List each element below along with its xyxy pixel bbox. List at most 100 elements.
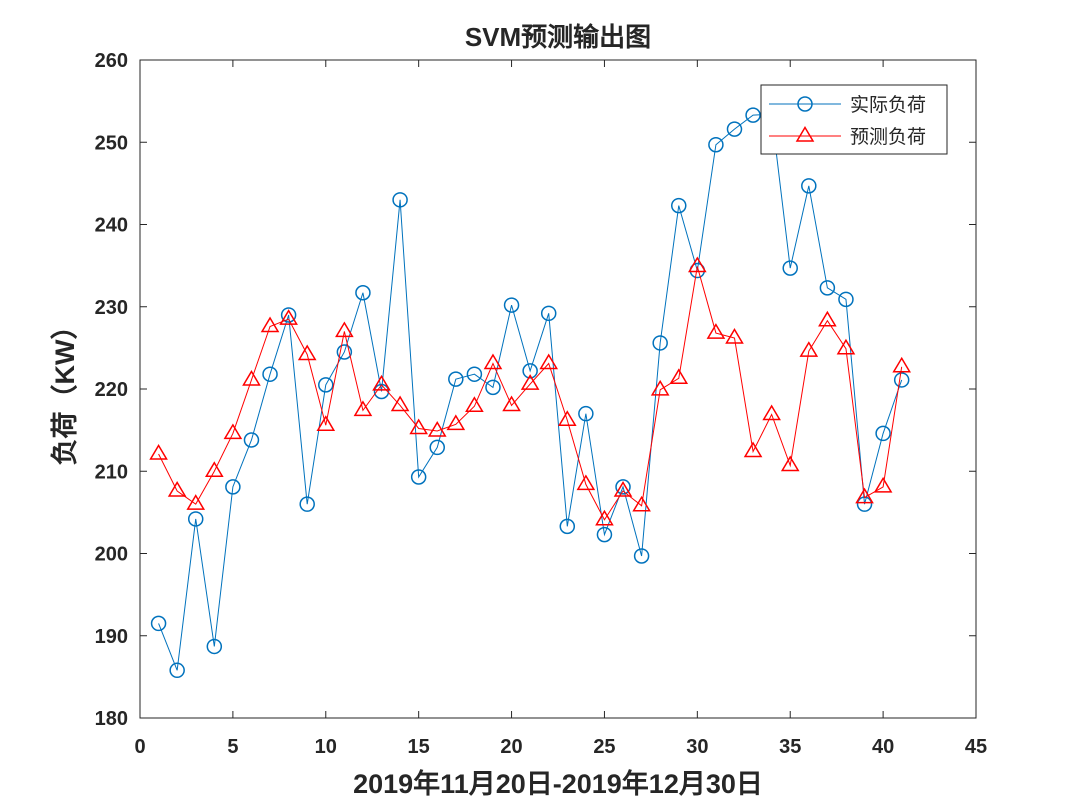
y-tick-label: 180 bbox=[95, 708, 128, 730]
data-point bbox=[522, 363, 538, 379]
y-tick-label: 240 bbox=[95, 215, 128, 237]
x-axis: 0 5 10 15 20 25 30 35 40 45 bbox=[134, 60, 987, 758]
data-point bbox=[745, 107, 761, 123]
data-point bbox=[688, 256, 707, 273]
data-point bbox=[335, 321, 354, 338]
data-point bbox=[875, 425, 891, 442]
data-point bbox=[465, 396, 484, 413]
data-point bbox=[167, 481, 187, 497]
data-point bbox=[557, 410, 577, 427]
data-point bbox=[799, 341, 819, 357]
data-point bbox=[242, 369, 261, 386]
data-point bbox=[353, 400, 373, 417]
data-point bbox=[708, 136, 724, 153]
series-layer bbox=[149, 106, 912, 679]
x-tick-label: 40 bbox=[872, 736, 894, 758]
y-axis-label: 负荷（KW） bbox=[50, 313, 80, 466]
data-point bbox=[615, 479, 631, 495]
data-point bbox=[318, 377, 334, 393]
data-point bbox=[225, 479, 241, 495]
data-point bbox=[260, 316, 280, 333]
data-point bbox=[299, 496, 315, 512]
data-point bbox=[893, 372, 910, 388]
x-tick-label: 15 bbox=[408, 736, 430, 758]
data-point bbox=[838, 291, 854, 308]
x-tick-label: 45 bbox=[965, 736, 987, 758]
data-point bbox=[706, 323, 726, 339]
data-point bbox=[613, 481, 633, 497]
data-point bbox=[204, 461, 224, 477]
x-axis-label: 2019年11月20日-2019年12月30日 bbox=[353, 768, 763, 799]
x-tick-label: 5 bbox=[227, 736, 238, 758]
data-point bbox=[429, 439, 445, 456]
data-point bbox=[410, 469, 427, 485]
data-point bbox=[650, 379, 670, 396]
x-tick-label: 10 bbox=[315, 736, 337, 758]
data-point bbox=[540, 305, 557, 322]
data-point bbox=[355, 285, 371, 301]
data-point bbox=[503, 297, 520, 313]
data-point bbox=[262, 366, 278, 382]
legend-marker-predicted bbox=[795, 126, 815, 142]
y-axis: 180 190 200 210 220 230 240 250 260 bbox=[95, 50, 976, 730]
data-point bbox=[578, 405, 594, 422]
data-point bbox=[316, 415, 336, 431]
data-point bbox=[169, 662, 185, 679]
data-point bbox=[819, 280, 836, 296]
data-point bbox=[559, 518, 576, 535]
y-tick-label: 200 bbox=[95, 544, 128, 566]
data-point bbox=[223, 423, 243, 440]
legend: 实际负荷 预测负荷 bbox=[760, 84, 948, 155]
y-tick-label: 190 bbox=[95, 626, 128, 648]
data-point bbox=[596, 526, 613, 543]
x-tick-label: 30 bbox=[686, 736, 708, 758]
series-predicted bbox=[149, 256, 912, 526]
plot-area bbox=[140, 60, 976, 718]
data-point bbox=[392, 192, 408, 208]
data-point bbox=[782, 260, 798, 276]
data-point bbox=[576, 474, 596, 491]
data-point bbox=[336, 344, 353, 360]
data-point bbox=[279, 309, 298, 325]
data-point bbox=[873, 476, 893, 493]
legend-marker-actual bbox=[797, 96, 813, 112]
data-point bbox=[243, 432, 260, 448]
data-point bbox=[483, 353, 503, 370]
y-tick-label: 210 bbox=[95, 461, 128, 483]
data-point bbox=[520, 374, 540, 390]
data-point bbox=[801, 178, 817, 194]
y-tick-label: 260 bbox=[95, 50, 128, 72]
data-point bbox=[818, 310, 837, 327]
data-point bbox=[725, 328, 744, 344]
x-tick-label: 0 bbox=[134, 736, 145, 758]
data-point bbox=[206, 638, 223, 655]
x-tick-label: 20 bbox=[500, 736, 522, 758]
data-point bbox=[892, 356, 912, 373]
data-point bbox=[409, 418, 428, 435]
data-point bbox=[669, 368, 689, 385]
data-point bbox=[652, 335, 668, 351]
data-point bbox=[297, 344, 317, 361]
data-point bbox=[372, 374, 391, 391]
data-point bbox=[780, 455, 800, 472]
data-point bbox=[632, 495, 651, 512]
x-tick-label: 25 bbox=[593, 736, 615, 758]
y-tick-label: 250 bbox=[95, 132, 128, 154]
data-point bbox=[485, 379, 501, 396]
data-point bbox=[187, 511, 204, 527]
data-point bbox=[836, 338, 856, 355]
data-point bbox=[633, 548, 650, 564]
data-point bbox=[186, 494, 206, 510]
x-tick-label: 35 bbox=[779, 736, 801, 758]
data-point bbox=[448, 371, 464, 387]
legend-label-predicted: 预测负荷 bbox=[850, 126, 926, 148]
data-point bbox=[595, 509, 614, 526]
y-tick-label: 220 bbox=[95, 379, 128, 401]
data-point bbox=[502, 395, 521, 412]
data-point bbox=[150, 615, 167, 632]
data-point bbox=[149, 444, 168, 460]
series-actual bbox=[150, 106, 910, 679]
chart-title: SVM预测输出图 bbox=[465, 22, 651, 52]
data-point bbox=[726, 121, 743, 137]
